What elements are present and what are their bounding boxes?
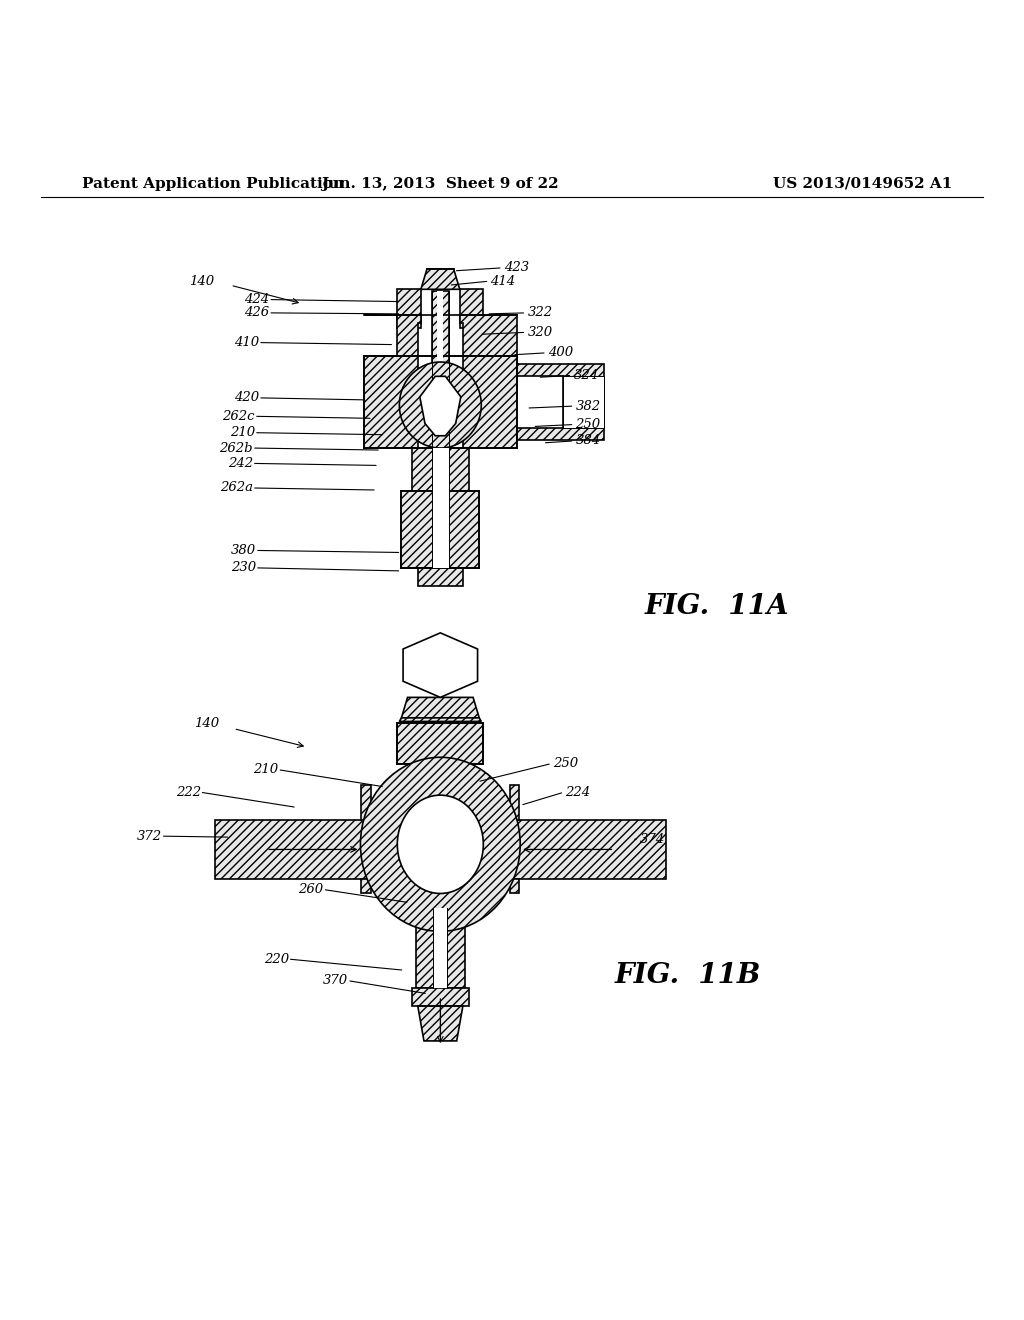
Text: Jun. 13, 2013  Sheet 9 of 22: Jun. 13, 2013 Sheet 9 of 22 [322,177,559,191]
Polygon shape [361,879,371,894]
Ellipse shape [360,758,520,932]
Text: 410: 410 [233,337,259,348]
Polygon shape [397,289,421,329]
Text: Patent Application Publication: Patent Application Publication [82,177,344,191]
Text: 384: 384 [575,434,601,447]
Polygon shape [412,987,469,1006]
Text: FIG.  11A: FIG. 11A [645,593,790,620]
Text: 260: 260 [298,883,324,896]
Polygon shape [517,364,604,440]
Text: 424: 424 [244,293,269,306]
Bar [563,376,604,428]
Text: 140: 140 [189,275,215,288]
Text: 426: 426 [244,306,269,319]
Text: 250: 250 [575,418,601,430]
Polygon shape [463,356,517,447]
Polygon shape [215,820,371,879]
Text: 242: 242 [227,457,253,470]
Polygon shape [401,697,479,718]
Polygon shape [416,908,465,987]
Bar [437,292,443,458]
Text: 370: 370 [323,974,348,987]
Polygon shape [412,447,469,491]
Polygon shape [421,269,460,289]
Text: 374: 374 [640,833,666,846]
Bar [432,447,449,491]
Text: 230: 230 [230,561,256,574]
Polygon shape [364,315,421,356]
Text: 380: 380 [230,544,256,557]
Polygon shape [510,785,519,820]
Polygon shape [361,785,371,820]
Text: 250: 250 [553,756,579,770]
Text: US 2013/0149652 A1: US 2013/0149652 A1 [773,177,952,191]
Polygon shape [397,723,483,764]
Ellipse shape [397,795,483,894]
Polygon shape [364,356,418,447]
Polygon shape [510,820,666,879]
Text: 262b: 262b [219,441,253,454]
Bar [432,491,449,568]
Text: 324: 324 [573,368,599,381]
Polygon shape [460,289,483,329]
Ellipse shape [399,362,481,447]
Polygon shape [510,879,519,894]
Polygon shape [460,315,517,356]
Text: 220: 220 [263,953,289,965]
Text: 420: 420 [233,391,259,404]
Text: 224: 224 [565,785,591,799]
Polygon shape [418,568,463,586]
Polygon shape [432,292,449,458]
Polygon shape [403,632,477,697]
Text: 140: 140 [195,717,220,730]
Text: 414: 414 [490,275,516,288]
Polygon shape [418,1006,463,1041]
Bar [433,908,447,987]
Polygon shape [401,491,479,568]
Text: 320: 320 [527,326,553,339]
Text: 210: 210 [229,426,255,440]
Text: 262c: 262c [222,409,255,422]
Text: 322: 322 [527,306,553,319]
Text: 382: 382 [575,400,601,413]
Text: 372: 372 [136,830,162,842]
Polygon shape [399,718,481,722]
Text: 423: 423 [504,261,529,275]
Text: FIG.  11B: FIG. 11B [614,962,761,989]
Text: 400: 400 [548,346,573,359]
Text: 262a: 262a [220,482,253,495]
Polygon shape [420,376,461,436]
Text: 210: 210 [253,763,279,776]
Text: 222: 222 [175,785,201,799]
